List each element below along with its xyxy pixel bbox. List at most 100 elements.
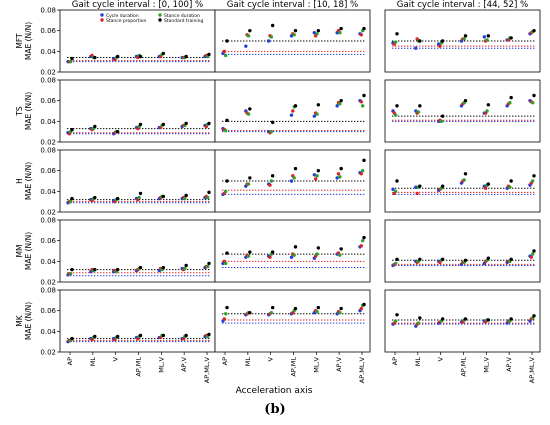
data-point	[292, 176, 296, 180]
data-point	[361, 104, 365, 108]
data-point	[359, 306, 363, 311]
row-name: TS	[15, 106, 24, 117]
data-point	[339, 26, 343, 31]
data-point	[509, 36, 513, 40]
data-point	[138, 122, 143, 127]
y-axis-label: MFTMAE (N/N)	[15, 22, 33, 60]
x-tick-label: ML,V	[157, 356, 165, 372]
data-point	[485, 38, 489, 42]
data-point	[224, 128, 228, 133]
data-point	[184, 54, 188, 59]
data-point	[184, 333, 188, 338]
panel-frame	[214, 219, 371, 283]
data-point	[312, 173, 317, 177]
metric-label: MAE (N/N)	[24, 92, 33, 130]
data-point	[293, 306, 298, 311]
panel-MM-1	[214, 219, 371, 283]
data-point	[485, 109, 489, 113]
panel-MFT-2	[384, 9, 541, 73]
panel-frame	[384, 289, 541, 353]
data-point	[93, 55, 97, 60]
x-tick-label: AP,ML,V	[358, 356, 366, 383]
data-point	[335, 104, 339, 108]
data-point	[115, 54, 120, 59]
data-point	[315, 252, 319, 256]
x-tick-label: AP,V	[180, 356, 188, 371]
data-point	[270, 23, 275, 28]
data-point	[248, 250, 252, 254]
data-point	[509, 317, 513, 321]
data-point	[207, 332, 211, 337]
data-point	[161, 333, 166, 338]
data-point	[270, 174, 275, 178]
data-point	[70, 127, 74, 132]
data-point	[184, 193, 188, 198]
x-tick-label: V	[437, 356, 445, 361]
data-point	[531, 101, 535, 105]
data-point	[292, 33, 296, 37]
data-point	[440, 184, 445, 188]
data-point	[394, 189, 398, 194]
data-point	[225, 39, 229, 43]
panel-frame	[384, 79, 541, 143]
data-point	[395, 32, 399, 36]
metric-label: MAE (N/N)	[24, 232, 33, 270]
x-tick-label: AP,V	[505, 356, 513, 371]
y-tick-label: 0.06	[40, 97, 56, 105]
data-point	[224, 53, 228, 58]
x-tick-label: V	[112, 356, 120, 361]
data-point	[414, 185, 418, 189]
data-point	[293, 245, 298, 249]
data-point	[248, 176, 252, 180]
data-point	[440, 257, 445, 261]
data-point	[532, 249, 536, 253]
data-point	[138, 191, 143, 196]
data-point	[315, 32, 319, 36]
panel-frame	[214, 289, 371, 353]
y-tick-label: 0.04	[40, 188, 56, 196]
data-point	[244, 44, 248, 48]
data-point	[70, 56, 74, 61]
data-point	[462, 178, 466, 182]
data-point	[359, 33, 363, 37]
data-point	[394, 40, 398, 44]
metric-label: MAE (N/N)	[24, 162, 33, 200]
panel-MFT-0: 0.02 0.04 0.06 0.08 MFTMAE (N/N)	[15, 7, 216, 77]
data-point	[269, 35, 274, 39]
x-tick-label: AP	[391, 357, 399, 365]
x-tick-label: ML	[244, 357, 252, 367]
data-point	[289, 179, 294, 183]
data-point	[463, 98, 468, 103]
data-point	[268, 255, 272, 259]
data-point	[183, 196, 187, 201]
data-point	[269, 129, 274, 134]
y-tick-label: 0.04	[40, 118, 56, 126]
y-tick-label: 0.02	[40, 349, 56, 357]
data-point	[312, 114, 317, 118]
y-axis-label: MMMAE (N/N)	[15, 232, 33, 270]
data-point	[184, 121, 188, 126]
x-tick-label: AP,ML	[135, 357, 143, 377]
column-title: Gait cycle interval : [44, 52] %	[397, 0, 528, 10]
data-point	[293, 104, 298, 108]
y-tick-label: 0.02	[40, 69, 56, 77]
data-point	[207, 121, 211, 126]
data-point	[207, 52, 211, 57]
data-point	[161, 122, 166, 127]
data-point	[206, 264, 210, 269]
legend-label: Standard training	[164, 18, 203, 24]
data-point	[395, 179, 399, 183]
data-point	[463, 258, 468, 262]
x-tick-label: AP,ML	[460, 357, 468, 377]
legend-label: Stance duration	[164, 13, 200, 19]
data-point	[532, 93, 536, 98]
legend-label: Stance proportion	[106, 18, 146, 24]
data-point	[463, 34, 468, 38]
data-point	[339, 166, 343, 171]
data-point	[289, 255, 294, 259]
data-point	[269, 311, 274, 315]
data-point	[225, 118, 229, 123]
data-point	[291, 109, 295, 113]
data-point	[486, 256, 491, 260]
